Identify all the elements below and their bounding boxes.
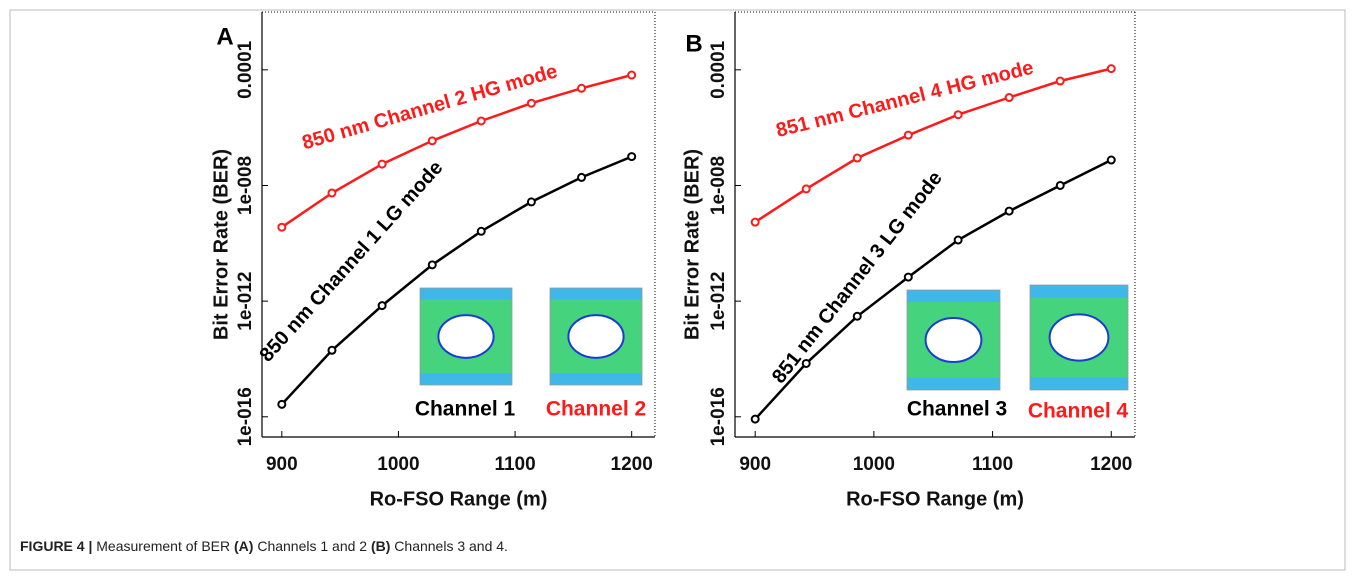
eye-opening [438,315,493,358]
inset-label: Channel 3 [907,398,1007,421]
caption-text: Channels 3 and 4. [390,538,508,554]
caption: FIGURE 4 | Measurement of BER (A) Channe… [20,538,508,554]
x-tick-label: 900 [739,454,771,475]
x-tick-label: 1200 [611,454,653,475]
inset-label: Channel 4 [1028,400,1129,423]
y-tick-label: 1e-016 [708,387,729,446]
data-point [905,274,912,281]
data-point [478,117,485,124]
data-point [628,72,635,79]
data-point [752,219,759,226]
data-point [278,401,285,408]
data-point [429,137,436,144]
x-tick-label: 1200 [1090,454,1132,475]
caption-panel: (B) [371,538,390,554]
inset-label: Channel 2 [546,398,646,421]
data-point [803,185,810,192]
x-tick-label: 900 [266,454,298,475]
data-point [379,302,386,309]
data-point [1057,78,1064,85]
series-annotation: 851 nm Channel 4 HG mode [774,57,1036,142]
data-point [628,153,635,160]
data-point [955,111,962,118]
caption-label: FIGURE 4 | [20,538,92,554]
data-point [854,313,861,320]
x-tick-label: 1000 [853,454,895,475]
data-point [955,237,962,244]
y-tick-label: 0.0001 [235,40,256,99]
data-point [752,416,759,423]
x-tick-label: 1100 [494,454,535,475]
caption-text: Measurement of BER [92,538,234,554]
x-axis-label: Ro-FSO Range (m) [370,488,548,510]
y-tick-label: 1e-012 [235,272,256,331]
data-point [854,155,861,162]
y-tick-label: 1e-016 [235,387,256,446]
data-point [379,161,386,168]
data-point [578,85,585,92]
data-point [1006,208,1013,215]
data-point [278,224,285,231]
y-axis-label: Bit Error Rate (BER) [681,149,703,340]
data-point [478,228,485,235]
panel-label: A [216,23,233,50]
x-tick-label: 1000 [377,454,419,475]
y-axis-label: Bit Error Rate (BER) [210,149,232,340]
y-tick-label: 1e-008 [708,156,729,215]
data-point [1006,94,1013,101]
data-point [528,198,535,205]
data-point [328,189,335,196]
data-point [1108,65,1115,72]
data-point [528,100,535,107]
figure: FIGURE 4 | Measurement of BER (A) Channe… [0,0,1356,579]
data-point [905,132,912,139]
data-point [328,347,335,354]
data-point [429,261,436,268]
data-point [1108,157,1115,164]
eye-opening [568,315,623,358]
eye-opening [1050,314,1109,360]
y-tick-label: 1e-012 [708,272,729,331]
x-axis-label: Ro-FSO Range (m) [846,488,1024,510]
x-tick-label: 1100 [972,454,1013,475]
eye-opening [926,318,982,362]
y-tick-label: 0.0001 [708,40,729,99]
caption-text: Channels 1 and 2 [253,538,371,554]
panel-label: B [685,30,702,57]
data-point [1057,182,1064,189]
data-point [578,174,585,181]
caption-panel: (A) [234,538,253,554]
y-tick-label: 1e-008 [235,156,256,215]
inset-label: Channel 1 [415,398,516,421]
series-annotation: 850 nm Channel 1 LG mode [256,157,448,367]
